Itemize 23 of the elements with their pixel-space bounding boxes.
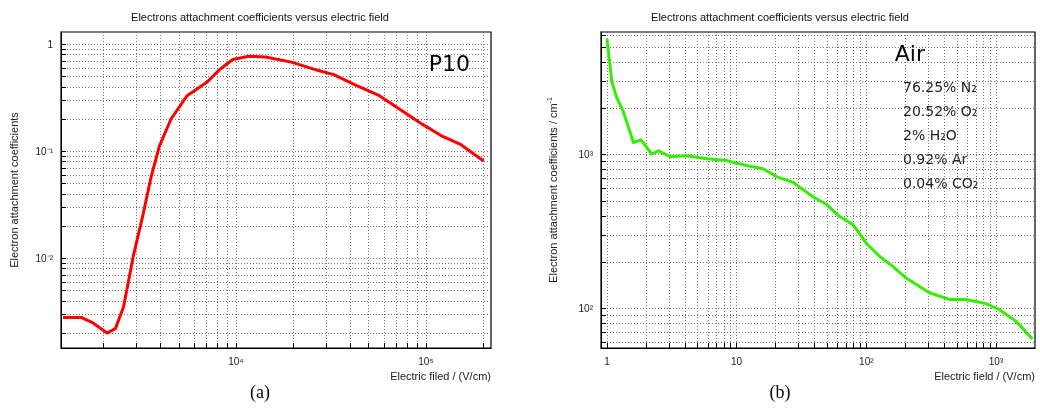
x-axis-title: Electric field / (V/cm) [934,369,1035,382]
annotation: 20.52% O₂ [903,103,978,119]
y-axis-title: Electron attachment coefficients [7,111,20,268]
y-tick-label: 1 [47,38,54,50]
y-tick-label: 10⁻¹ [35,145,54,157]
x-tick-label: 10³ [988,355,1004,367]
annotation: Air [894,40,926,66]
x-tick-label: 10⁴ [228,355,244,367]
annotation: 0.92% Ar [903,151,968,167]
y-tick-label: 10⁻² [35,252,54,264]
x-axis-title: Electric filed / (V/cm) [390,369,491,382]
text: (a) [250,382,270,403]
x-tick-label: 10 [731,355,743,367]
x-tick-label: 1 [604,355,611,367]
annotation: 2% H₂O [903,127,957,143]
chart-title: Electrons attachment coefficients versus electric field [651,10,909,23]
annotation: P10 [428,50,470,76]
annotation: 0.04% CO₂ [903,175,979,191]
text: (b) [769,382,791,403]
chart-title: Electrons attachment coefficients versus electric field [131,10,389,23]
x-tick-label: 10² [859,355,875,367]
x-tick-label: 10⁵ [418,355,434,367]
annotation: 76.25% N₂ [903,79,977,95]
